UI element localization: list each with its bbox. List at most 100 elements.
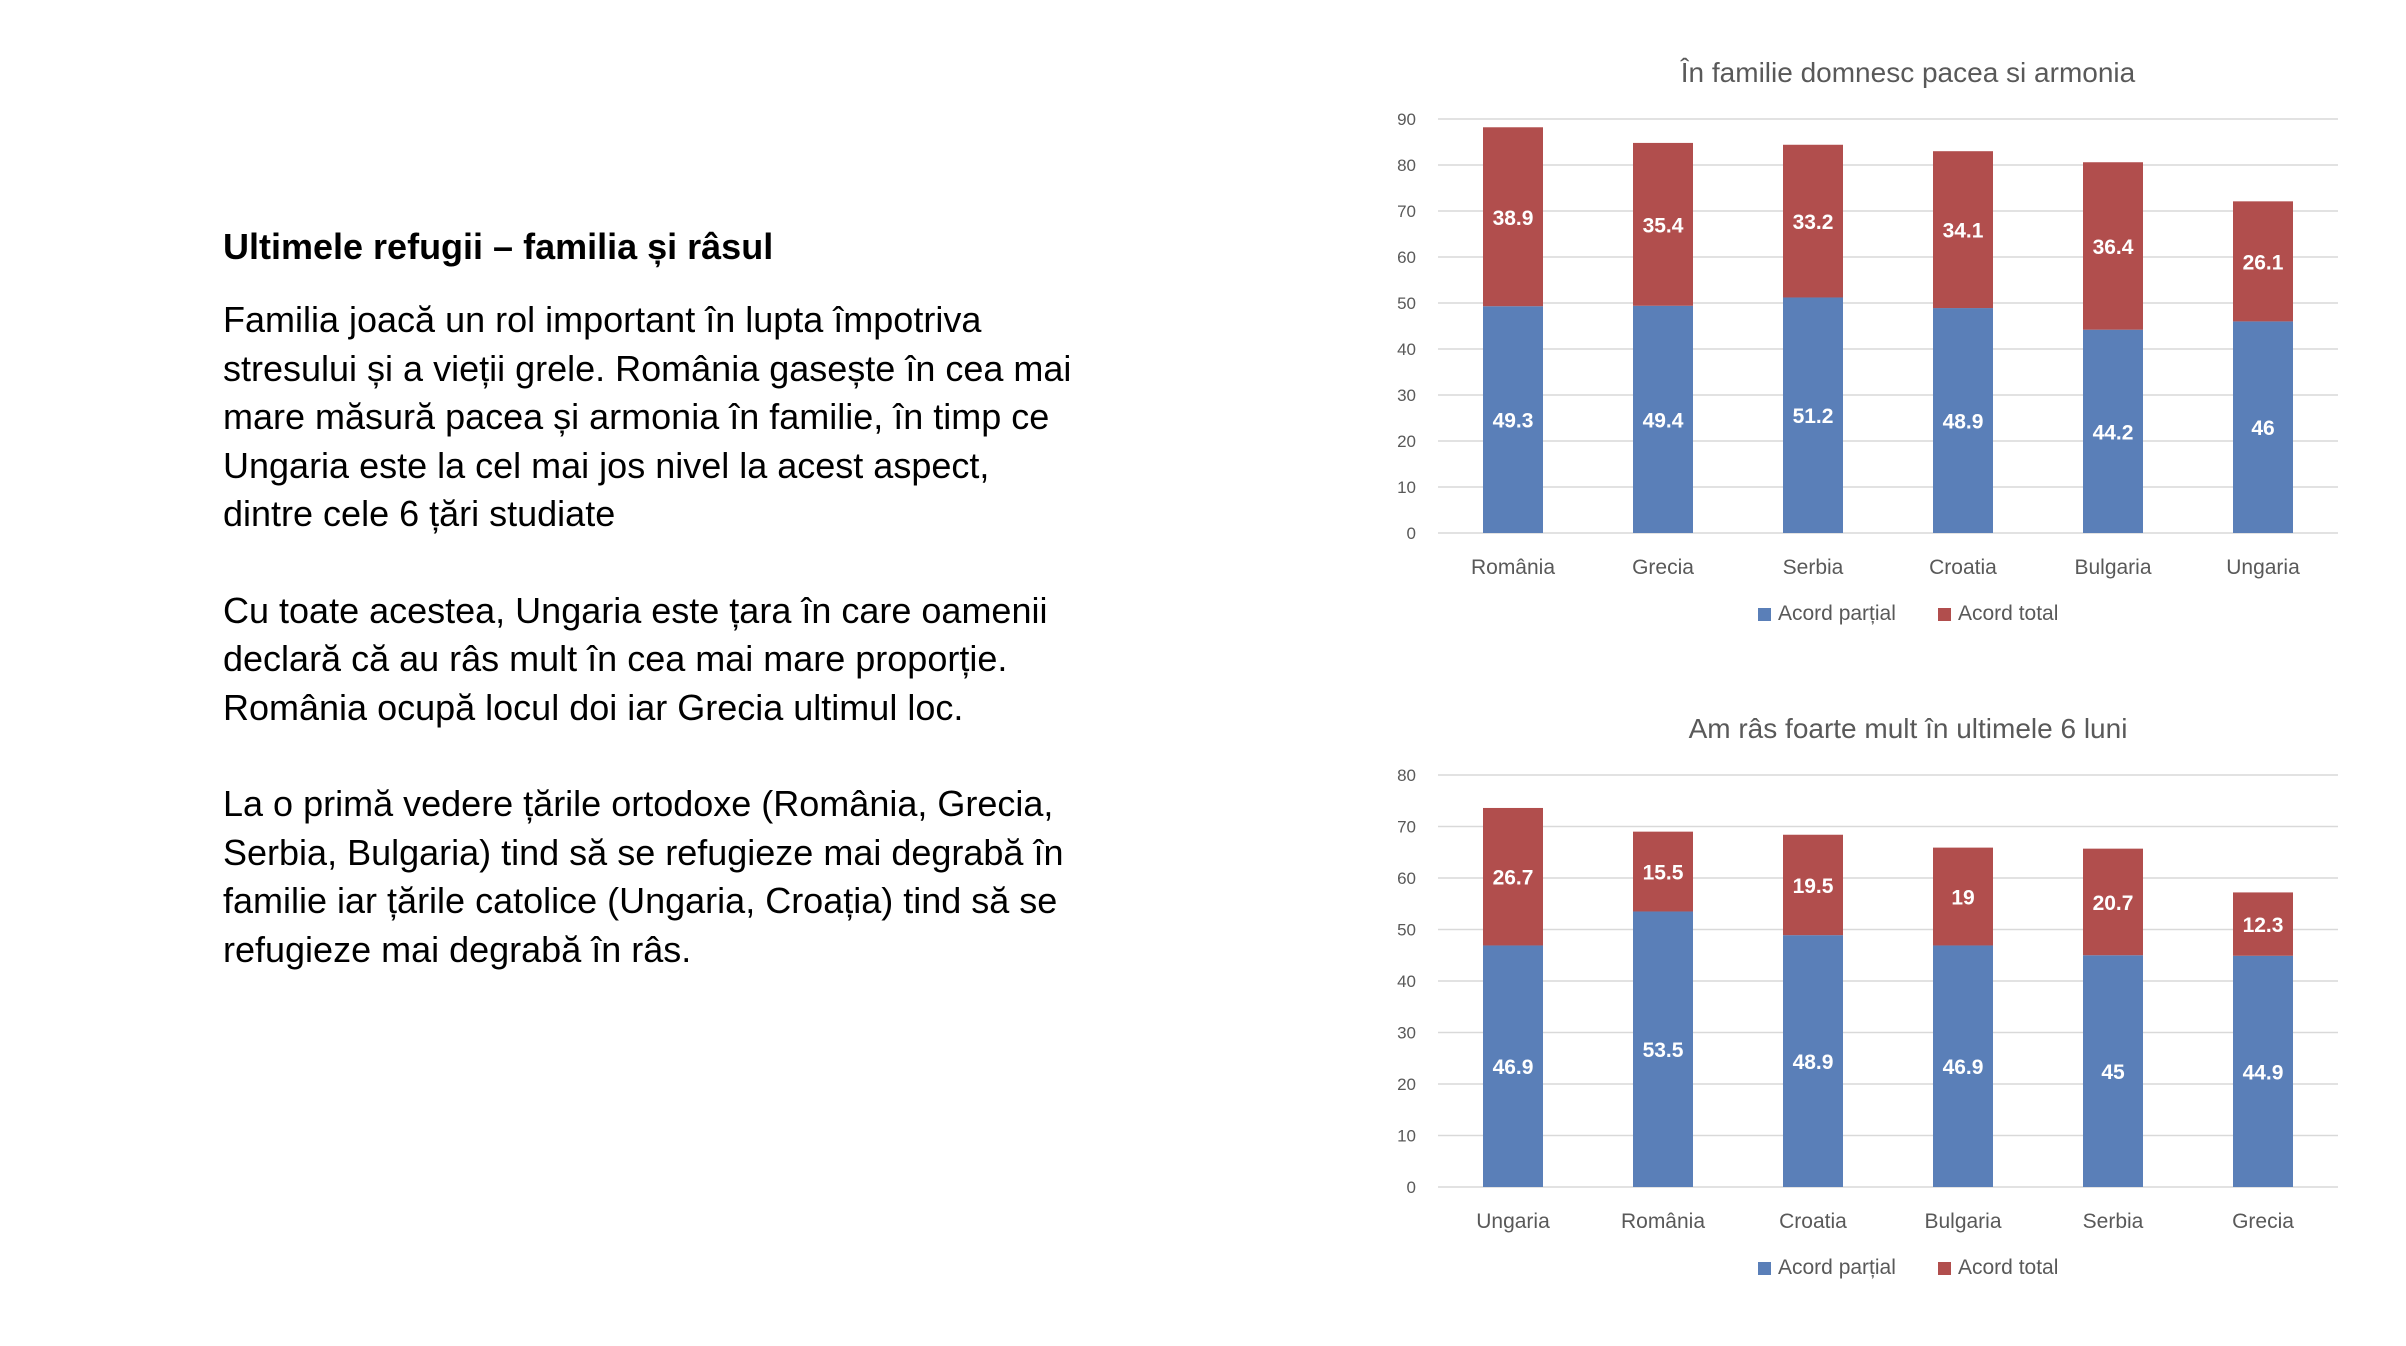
data-label: 44.2: [2093, 421, 2134, 444]
legend-swatch-partial: [1758, 1262, 1771, 1275]
chart-title: În familie domnesc pacea si armonia: [1680, 57, 2136, 88]
bar-partial: [2233, 955, 2293, 1187]
paragraph-2: Cu toate acestea, Ungaria este țara în c…: [223, 589, 1048, 728]
legend-label: Acord total: [1958, 602, 2058, 625]
bar-partial: [1633, 911, 1693, 1187]
bar-total: [1783, 144, 1843, 298]
data-label: 49.4: [1643, 409, 1684, 432]
x-tick-label: Croatia: [1779, 1210, 1847, 1233]
y-tick-label: 20: [1397, 1075, 1416, 1094]
data-label: 49.3: [1493, 410, 1534, 433]
x-tick-label: Grecia: [2232, 1210, 2294, 1233]
bar-partial: [1933, 945, 1993, 1187]
legend-swatch-partial: [1758, 608, 1771, 621]
y-tick-label: 0: [1407, 1178, 1416, 1197]
legend: Acord parțial Acord total: [1758, 602, 2058, 625]
y-tick-label: 90: [1397, 110, 1416, 129]
data-label: 36.4: [2093, 236, 2134, 259]
data-label: 35.4: [1643, 214, 1684, 237]
data-label: 34.1: [1943, 220, 1984, 243]
bar-total: [2233, 892, 2293, 956]
data-label: 46.9: [1943, 1056, 1984, 1079]
x-tick-label: Serbia: [1783, 556, 1844, 579]
data-label: 19: [1951, 887, 1974, 910]
y-tick-label: 20: [1397, 432, 1416, 451]
y-tick-label: 70: [1397, 202, 1416, 221]
data-label: 38.9: [1493, 207, 1534, 230]
paragraph-1: Familia joacă un rol important în lupta …: [223, 299, 1072, 534]
data-label: 26.1: [2243, 251, 2284, 274]
y-tick-label: 40: [1397, 972, 1416, 991]
bar-partial: [2083, 955, 2143, 1187]
chart-family-peace: În familie domnesc pacea si armonia 0 10 20…: [1356, 0, 2356, 640]
y-tick-label: 10: [1397, 478, 1416, 497]
bar-partial: [1933, 308, 1993, 533]
y-tick-label: 70: [1397, 818, 1416, 837]
data-label: 15.5: [1643, 862, 1684, 885]
legend: Acord parțial Acord total: [1758, 1256, 2058, 1279]
bar-total: [1633, 142, 1693, 306]
bar-total: [1633, 831, 1693, 912]
legend-label: Acord total: [1958, 1256, 2058, 1279]
legend-label: Acord parțial: [1778, 602, 1896, 625]
data-label: 20.7: [2093, 892, 2134, 915]
x-tick-label: Croatia: [1929, 556, 1997, 579]
bar-partial: [1783, 935, 1843, 1187]
bar-total: [1783, 834, 1843, 936]
data-label: 45: [2101, 1061, 2125, 1084]
data-label: 19.5: [1793, 875, 1834, 898]
x-tick-label: Bulgaria: [1924, 1210, 2001, 1233]
y-tick-label: 80: [1397, 156, 1416, 175]
paragraph-3: La o primă vedere țările ortodoxe (Român…: [223, 783, 1064, 970]
y-tick-label: 50: [1397, 294, 1416, 313]
data-label: 51.2: [1793, 405, 1834, 428]
bar-total: [2083, 848, 2143, 956]
data-label: 53.5: [1643, 1039, 1684, 1062]
bar-total: [1483, 807, 1543, 946]
bar-total: [2083, 162, 2143, 330]
bar-total: [1933, 847, 1993, 946]
data-label: 44.9: [2243, 1061, 2284, 1084]
x-tick-label: Bulgaria: [2074, 556, 2151, 579]
chart-laughter: Am râs foarte mult în ultimele 6 luni 0 10…: [1356, 652, 2356, 1292]
bar-partial: [2083, 329, 2143, 533]
legend-swatch-total: [1938, 1262, 1951, 1275]
chart-laughter-svg: Am râs foarte mult în ultimele 6 luni 0 10…: [1397, 713, 2338, 1279]
chart-title: Am râs foarte mult în ultimele 6 luni: [1689, 713, 2128, 744]
bar-partial: [1783, 297, 1843, 533]
x-tick-label: Ungaria: [2226, 556, 2300, 579]
slide-text: Ultimele refugii – familia și râsul Fami…: [223, 222, 1083, 1022]
legend-label: Acord parțial: [1778, 1256, 1896, 1279]
y-tick-label: 50: [1397, 921, 1416, 940]
bar-partial: [1633, 305, 1693, 533]
y-tick-label: 60: [1397, 248, 1416, 267]
chart-family-peace-svg: În familie domnesc pacea si armonia 0 10 20…: [1397, 57, 2338, 625]
bar-partial: [2233, 321, 2293, 533]
data-label: 46: [2251, 417, 2274, 440]
data-label: 33.2: [1793, 211, 1834, 234]
y-tick-label: 0: [1407, 524, 1416, 543]
bar-total: [1933, 151, 1993, 309]
y-tick-label: 80: [1397, 766, 1416, 785]
slide-heading: Ultimele refugii – familia și râsul: [223, 226, 774, 267]
x-tick-label: Grecia: [1632, 556, 1694, 579]
bar-total: [1483, 127, 1543, 307]
y-tick-label: 40: [1397, 340, 1416, 359]
y-tick-label: 60: [1397, 869, 1416, 888]
bar-partial: [1483, 945, 1543, 1187]
x-tick-label: Serbia: [2083, 1210, 2144, 1233]
data-label: 48.9: [1793, 1051, 1834, 1074]
x-tick-label: Ungaria: [1476, 1210, 1550, 1233]
bar-total: [2233, 201, 2293, 322]
bar-partial: [1483, 306, 1543, 533]
y-tick-label: 30: [1397, 386, 1416, 405]
x-tick-label: România: [1621, 1210, 1705, 1233]
data-label: 46.9: [1493, 1056, 1534, 1079]
data-label: 48.9: [1943, 411, 1984, 434]
x-tick-label: România: [1471, 556, 1555, 579]
y-tick-label: 10: [1397, 1127, 1416, 1146]
data-label: 26.7: [1493, 867, 1534, 890]
legend-swatch-total: [1938, 608, 1951, 621]
y-tick-label: 30: [1397, 1024, 1416, 1043]
data-label: 12.3: [2243, 914, 2284, 937]
